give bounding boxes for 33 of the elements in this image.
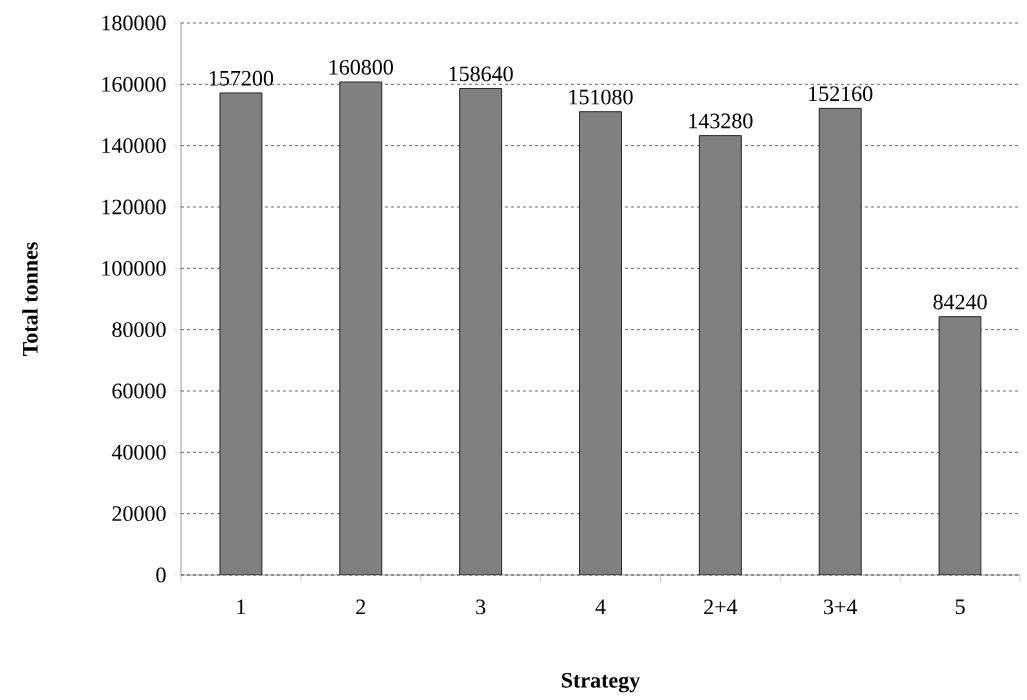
y-tick-label: 60000 xyxy=(112,383,166,399)
x-tick-label: 1 xyxy=(237,599,246,615)
bar xyxy=(938,316,982,575)
x-tick-label: 5 xyxy=(955,599,965,615)
bar xyxy=(698,135,742,575)
x-tick-label: 3 xyxy=(476,599,486,615)
y-tick-label: 140000 xyxy=(102,138,166,154)
y-tick-label: 120000 xyxy=(102,199,166,215)
data-label: 152160 xyxy=(809,86,873,102)
data-label: 158640 xyxy=(449,66,513,82)
x-tick-label: 3+4 xyxy=(824,599,858,615)
data-label: 157200 xyxy=(209,70,274,86)
x-tick-label: 2 xyxy=(356,599,366,615)
bar xyxy=(339,81,383,575)
data-label: 84240 xyxy=(933,294,987,310)
y-tick-label: 180000 xyxy=(102,15,166,31)
y-axis-title: Total tonnes xyxy=(22,242,38,356)
bar xyxy=(818,107,862,575)
x-axis-title: Strategy xyxy=(561,672,640,693)
bar xyxy=(579,111,622,575)
y-tick-label: 40000 xyxy=(111,444,166,460)
data-label: 160800 xyxy=(329,59,393,75)
y-tick-label: 20000 xyxy=(112,506,166,522)
data-label: 151080 xyxy=(569,89,633,105)
x-tick-label: 2+4 xyxy=(704,599,738,615)
bar xyxy=(459,88,503,575)
y-tick-label: 100000 xyxy=(102,260,166,276)
bar xyxy=(219,92,263,575)
x-tick-label: 4 xyxy=(595,599,606,614)
y-tick-label: 80000 xyxy=(112,322,166,338)
y-tick-label: 160000 xyxy=(102,76,166,92)
data-label: 143280 xyxy=(689,113,753,129)
y-tick-label: 0 xyxy=(156,567,166,583)
